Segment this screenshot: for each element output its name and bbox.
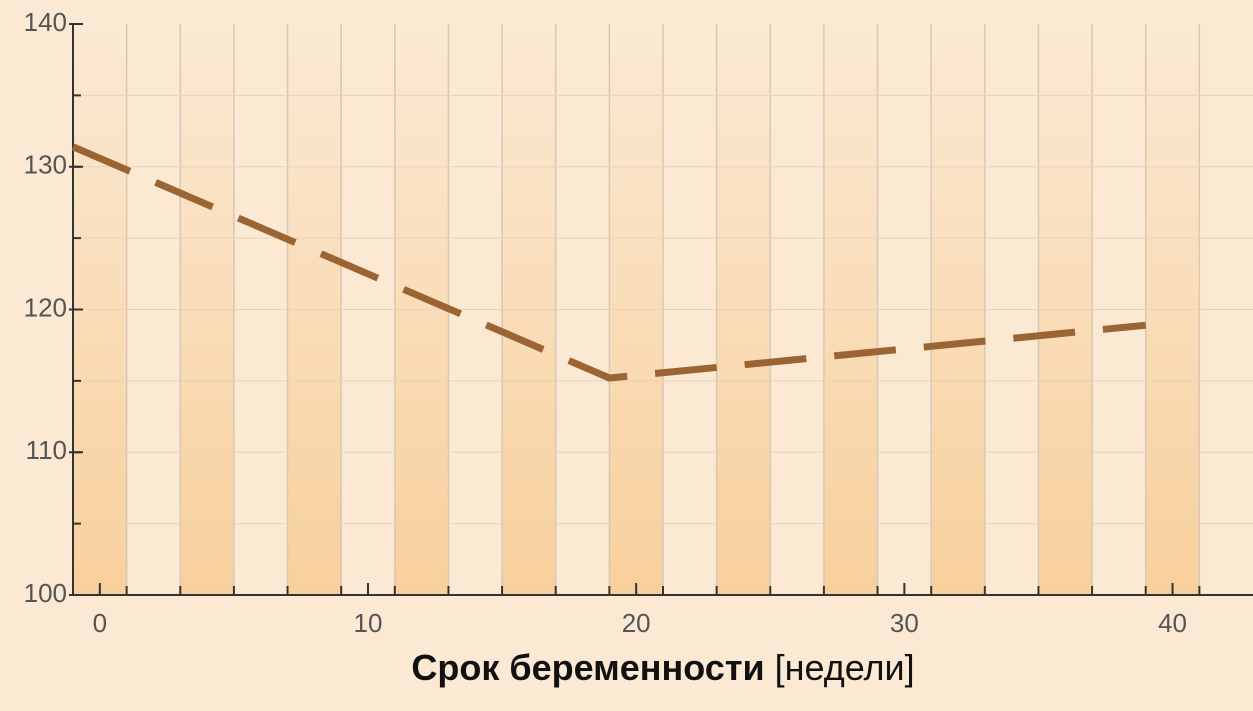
y-tick-label: 100 bbox=[24, 578, 67, 608]
y-tick-label: 120 bbox=[24, 292, 67, 322]
data-line bbox=[71, 143, 1147, 382]
x-axis-label: Срок беременности [недели] bbox=[411, 647, 914, 688]
y-tick-label: 110 bbox=[26, 435, 67, 465]
stripes bbox=[73, 24, 1253, 595]
x-axis-label-unit: [недели] bbox=[775, 647, 915, 688]
y-tick-label: 130 bbox=[24, 150, 67, 180]
x-tick-label: 10 bbox=[354, 608, 383, 638]
x-tick-label: 30 bbox=[890, 608, 919, 638]
x-tick-label: 0 bbox=[93, 608, 107, 638]
x-tick-label: 40 bbox=[1158, 608, 1187, 638]
x-tick-label: 20 bbox=[622, 608, 651, 638]
x-axis-label-main: Срок беременности bbox=[411, 647, 764, 688]
y-tick-label: 140 bbox=[24, 7, 67, 37]
